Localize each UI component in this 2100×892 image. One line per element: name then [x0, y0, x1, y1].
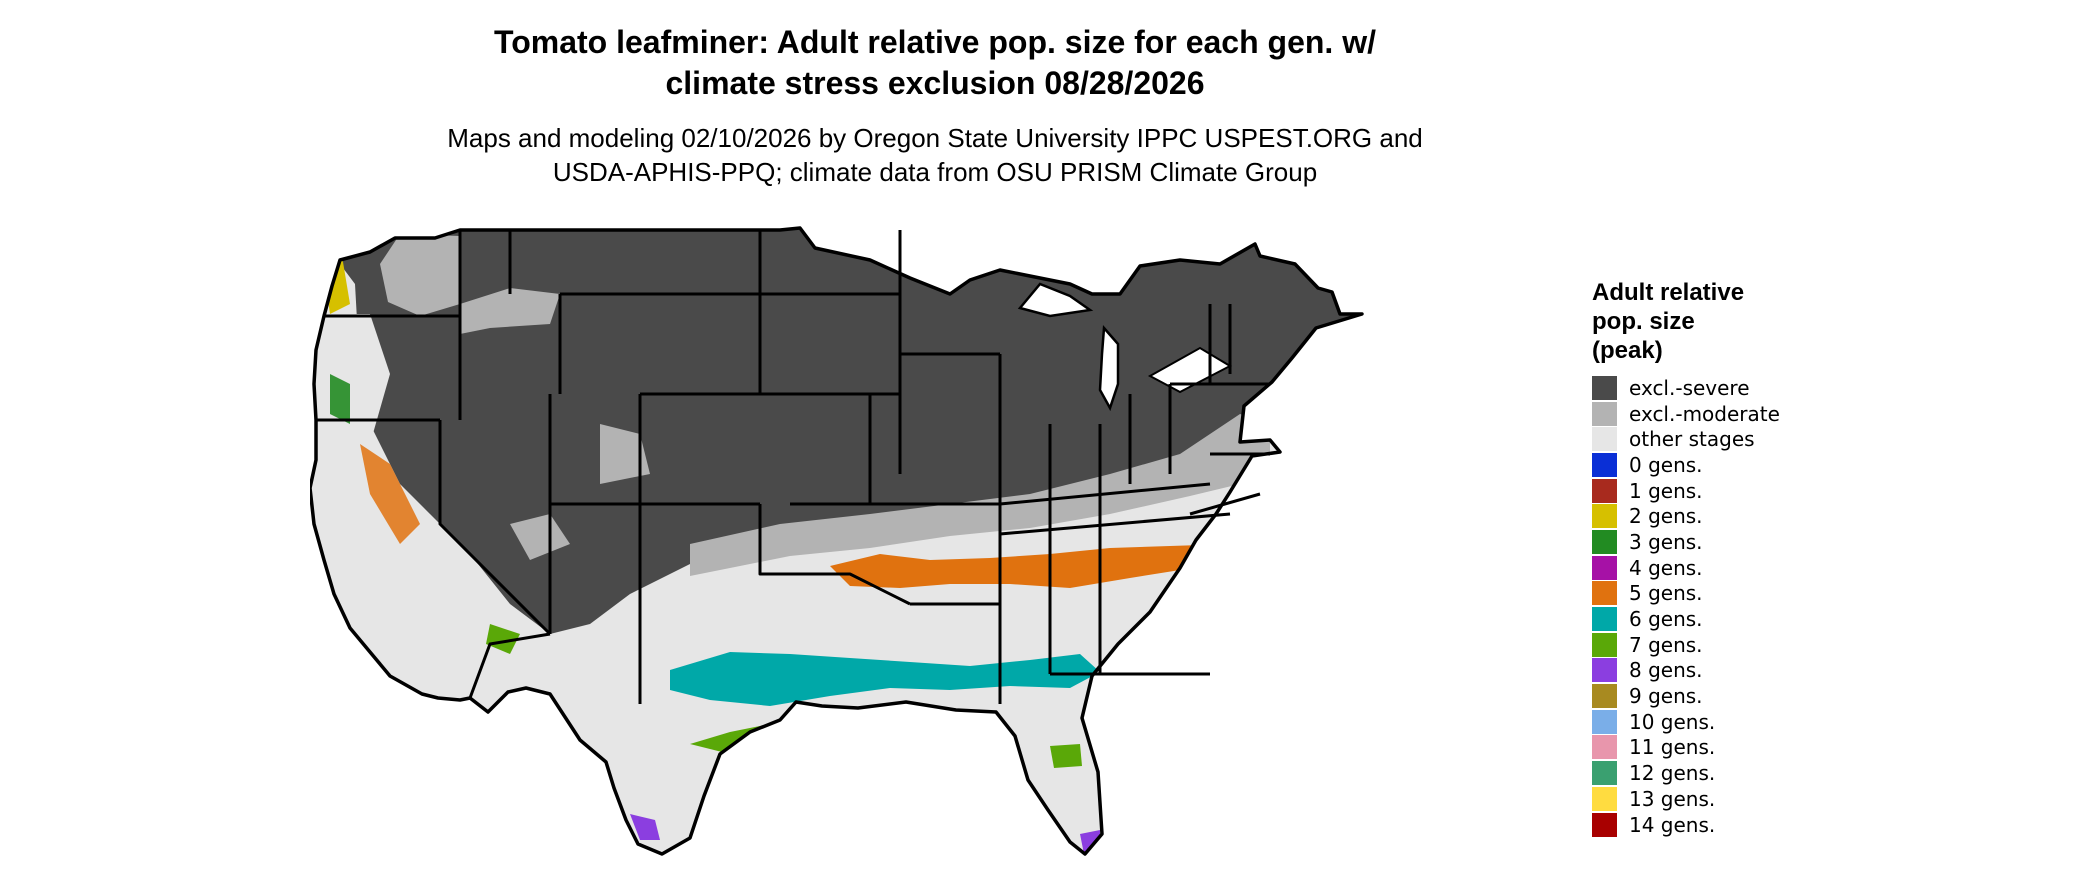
legend-item: 7 gens. [1592, 632, 1992, 658]
legend-title-line-3: (peak) [1592, 337, 1663, 364]
legend-label: 3 gens. [1629, 529, 1703, 554]
legend-label: 8 gens. [1629, 658, 1703, 683]
legend-label: excl.-severe [1629, 375, 1750, 400]
legend-item: 11 gens. [1592, 735, 1992, 761]
legend-label: 2 gens. [1629, 504, 1703, 529]
legend-swatch [1592, 658, 1617, 683]
legend-item: 6 gens. [1592, 606, 1992, 632]
legend-item: 5 gens. [1592, 581, 1992, 607]
legend-item: other stages [1592, 426, 1992, 452]
national-border [310, 226, 1364, 856]
legend-item: 12 gens. [1592, 760, 1992, 786]
legend-label: 7 gens. [1629, 632, 1703, 657]
legend-swatch [1592, 786, 1617, 811]
legend-label: 4 gens. [1629, 555, 1703, 580]
border-az-ca [468, 632, 551, 699]
zone-excl-severe [310, 228, 1362, 634]
zone-excl-moderate-washington [380, 234, 460, 316]
zone-excl-moderate-idaho [460, 288, 560, 334]
legend-swatch [1592, 607, 1617, 632]
legend-label: other stages [1629, 427, 1755, 452]
legend-swatch [1592, 684, 1617, 709]
legend-label: 6 gens. [1629, 607, 1703, 632]
legend-swatch [1592, 555, 1617, 580]
legend-title-line-2: pop. size [1592, 308, 1695, 335]
zone-7-gens-florida [1050, 744, 1082, 768]
zone-excl-moderate-arizona [510, 514, 570, 560]
map-subtitle-line-1: Maps and modeling 02/10/2026 by Oregon S… [447, 123, 1423, 153]
zone-7-gens-arizona [486, 624, 520, 654]
zone-excl-moderate-utah [600, 424, 650, 484]
legend-swatch [1592, 709, 1617, 734]
border-nm-tx [758, 504, 911, 606]
legend-swatch [1592, 735, 1617, 760]
legend-item: 1 gens. [1592, 478, 1992, 504]
legend-item: 8 gens. [1592, 658, 1992, 684]
legend-item: excl.-moderate [1592, 401, 1992, 427]
legend-label: 9 gens. [1629, 684, 1703, 709]
zone-6-gens [670, 652, 1100, 706]
state-borders [316, 230, 1270, 704]
legend-label: 1 gens. [1629, 478, 1703, 503]
legend-item: 14 gens. [1592, 812, 1992, 838]
legend-swatch [1592, 761, 1617, 786]
map-title: Tomato leafminer: Adult relative pop. si… [0, 22, 1870, 104]
legend-label: 5 gens. [1629, 581, 1703, 606]
legend-items: excl.-severe excl.-moderate other stages 0 … [1592, 375, 1992, 837]
legend-swatch [1592, 427, 1617, 452]
legend-item: 10 gens. [1592, 709, 1992, 735]
us-map [310, 226, 1364, 856]
legend-title-line-1: Adult relative [1592, 279, 1745, 306]
zone-3-gens-oregon [330, 374, 350, 424]
zone-5-gens-california [360, 444, 420, 544]
map-subtitle: Maps and modeling 02/10/2026 by Oregon S… [0, 121, 1870, 189]
legend-swatch [1592, 478, 1617, 503]
legend-swatch [1592, 812, 1617, 837]
legend-label: 14 gens. [1629, 812, 1716, 837]
legend-label: 10 gens. [1629, 709, 1716, 734]
border-tn-south [999, 512, 1231, 536]
legend-item: 0 gens. [1592, 452, 1992, 478]
lake-michigan [1098, 324, 1120, 412]
legend-title: Adult relative pop. size (peak) [1592, 278, 1992, 365]
legend-swatch [1592, 581, 1617, 606]
legend-swatch [1592, 375, 1617, 400]
map-title-line-2: climate stress exclusion 08/28/2026 [665, 65, 1205, 101]
map-title-line-1: Tomato leafminer: Adult relative pop. si… [494, 24, 1376, 60]
legend-swatch [1592, 504, 1617, 529]
legend-item: 9 gens. [1592, 683, 1992, 709]
legend-label: 13 gens. [1629, 786, 1716, 811]
legend-swatch [1592, 401, 1617, 426]
legend-label: excl.-moderate [1629, 401, 1780, 426]
legend-label: 0 gens. [1629, 452, 1703, 477]
legend-item: 4 gens. [1592, 555, 1992, 581]
map-legend: Adult relative pop. size (peak) excl.-se… [1592, 278, 1992, 837]
border-nv-ca [438, 420, 552, 636]
legend-swatch [1592, 452, 1617, 477]
border-nc-sc [1189, 492, 1261, 516]
lake-superior [1017, 282, 1094, 318]
legend-swatch [1592, 529, 1617, 554]
zone-5-gens [830, 544, 1260, 588]
zone-8-gens-texas [630, 814, 660, 840]
border-tn-ky [999, 482, 1211, 506]
legend-item: 3 gens. [1592, 529, 1992, 555]
legend-label: 12 gens. [1629, 761, 1716, 786]
legend-item: 2 gens. [1592, 503, 1992, 529]
legend-label: 11 gens. [1629, 735, 1716, 760]
map-raster [310, 228, 1362, 854]
legend-swatch [1592, 632, 1617, 657]
legend-item: excl.-severe [1592, 375, 1992, 401]
zone-excl-moderate-south [690, 414, 1270, 576]
map-subtitle-line-2: USDA-APHIS-PPQ; climate data from OSU PR… [552, 157, 1318, 187]
legend-item: 13 gens. [1592, 786, 1992, 812]
